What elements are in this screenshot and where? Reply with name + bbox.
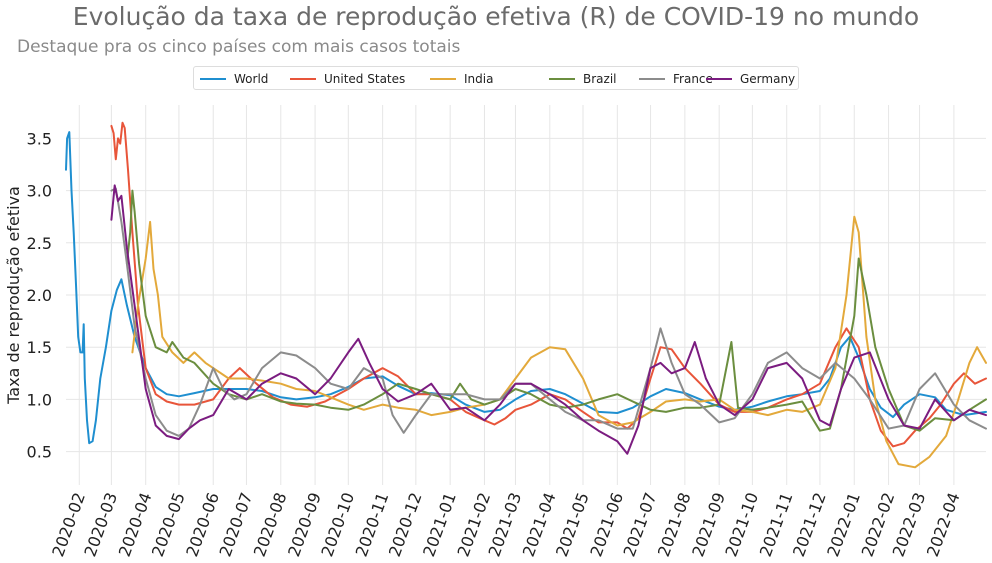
x-tick-label: 2020-05	[148, 490, 189, 559]
legend-swatch	[549, 78, 575, 80]
x-tick-label: 2020-10	[317, 490, 358, 559]
x-tick-label: 2021-08	[654, 490, 695, 559]
legend-label: United States	[324, 72, 406, 86]
legend-swatch	[290, 78, 316, 80]
series-line-world	[65, 131, 987, 445]
series-line-france	[110, 187, 987, 437]
chart-legend: World United States India Brazil France Germa…	[193, 66, 799, 90]
x-tick-label: 2020-08	[250, 490, 291, 559]
legend-label: Germany	[740, 72, 796, 86]
y-tick-label: 1.5	[27, 338, 52, 357]
legend-label: World	[234, 72, 269, 86]
y-tick-label: 3.5	[27, 129, 52, 148]
series-line-united-states	[110, 121, 987, 448]
x-tick-label: 2022-04	[923, 490, 964, 559]
series-line-germany	[110, 184, 987, 455]
legend-swatch	[200, 78, 226, 80]
legend-label: India	[464, 72, 494, 86]
x-tick-label: 2022-01	[823, 490, 864, 559]
chart-title: Evolução da taxa de reprodução efetiva (…	[72, 2, 920, 31]
legend-swatch	[639, 78, 665, 80]
y-tick-label: 2.5	[27, 234, 52, 253]
x-tick-label: 2021-12	[789, 490, 830, 559]
legend-label: Brazil	[583, 72, 617, 86]
chart-subtitle: Destaque pra os cinco países com mais ca…	[17, 37, 461, 57]
y-axis-label: Taxa de reprodução efetiva	[4, 186, 23, 405]
series-line-brazil	[125, 189, 987, 432]
series-line-india	[131, 215, 987, 469]
x-tick-label: 2021-05	[552, 490, 593, 559]
y-tick-label: 1.0	[27, 390, 52, 409]
y-tick-label: 2.0	[27, 286, 52, 305]
x-tick-label: 2020-12	[385, 490, 426, 559]
x-tick-label: 2021-07	[620, 490, 661, 559]
y-tick-label: 0.5	[27, 443, 52, 462]
y-tick-label: 3.0	[27, 182, 52, 201]
legend-swatch	[706, 78, 732, 80]
x-tick-label: 2021-10	[721, 490, 762, 559]
legend-label: France	[673, 72, 713, 86]
legend-swatch	[430, 78, 456, 80]
x-tick-label: 2020-07	[215, 490, 256, 559]
x-tick-label: 2021-01	[419, 490, 460, 559]
